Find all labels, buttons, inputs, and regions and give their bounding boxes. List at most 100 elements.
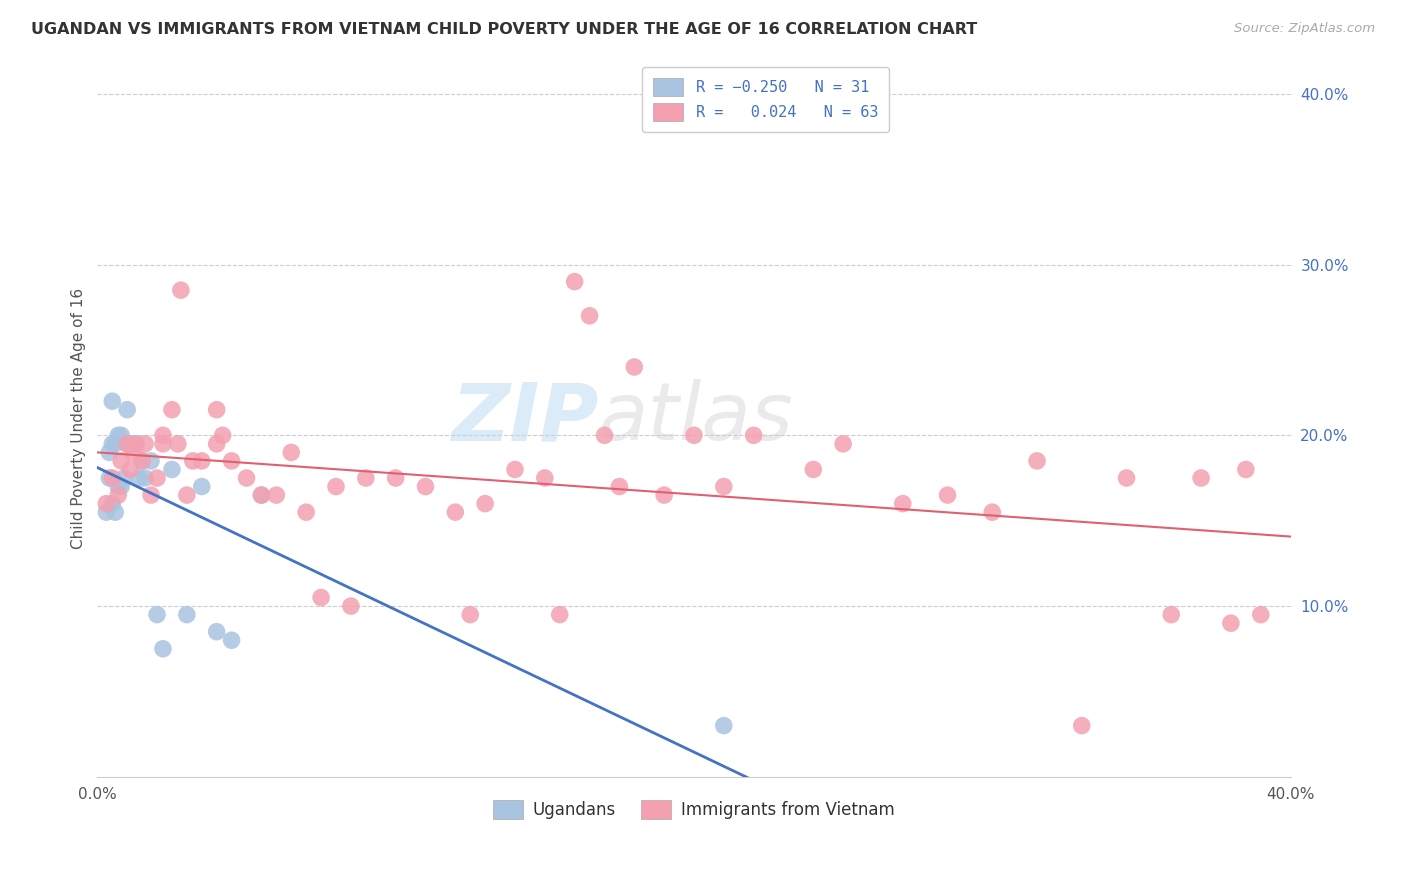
Point bbox=[801, 462, 824, 476]
Point bbox=[152, 437, 174, 451]
Point bbox=[152, 641, 174, 656]
Point bbox=[235, 471, 257, 485]
Point bbox=[122, 437, 145, 451]
Point bbox=[181, 454, 204, 468]
Point bbox=[1070, 718, 1092, 732]
Point bbox=[134, 437, 156, 451]
Point bbox=[98, 471, 121, 485]
Point bbox=[593, 428, 616, 442]
Point bbox=[713, 479, 735, 493]
Point bbox=[309, 591, 332, 605]
Point bbox=[98, 445, 121, 459]
Point bbox=[1234, 462, 1257, 476]
Point bbox=[122, 445, 145, 459]
Point bbox=[205, 402, 228, 417]
Point bbox=[190, 454, 212, 468]
Point bbox=[533, 471, 555, 485]
Point bbox=[458, 607, 481, 622]
Point bbox=[139, 488, 162, 502]
Point bbox=[107, 479, 129, 493]
Point bbox=[176, 607, 198, 622]
Point bbox=[1026, 454, 1049, 468]
Point bbox=[104, 505, 127, 519]
Point bbox=[609, 479, 631, 493]
Point bbox=[170, 283, 193, 297]
Point bbox=[981, 505, 1004, 519]
Point bbox=[120, 437, 142, 451]
Point bbox=[340, 599, 363, 613]
Point bbox=[503, 462, 526, 476]
Text: UGANDAN VS IMMIGRANTS FROM VIETNAM CHILD POVERTY UNDER THE AGE OF 16 CORRELATION: UGANDAN VS IMMIGRANTS FROM VIETNAM CHILD… bbox=[31, 22, 977, 37]
Point bbox=[578, 309, 600, 323]
Point bbox=[936, 488, 959, 502]
Point bbox=[1219, 616, 1241, 631]
Point bbox=[104, 437, 127, 451]
Point bbox=[713, 718, 735, 732]
Point bbox=[101, 497, 124, 511]
Point bbox=[101, 471, 124, 485]
Point bbox=[250, 488, 273, 502]
Point bbox=[205, 624, 228, 639]
Point bbox=[683, 428, 706, 442]
Point bbox=[125, 437, 148, 451]
Point bbox=[115, 437, 138, 451]
Text: atlas: atlas bbox=[599, 379, 793, 458]
Point bbox=[280, 445, 302, 459]
Point bbox=[211, 428, 233, 442]
Point bbox=[96, 505, 118, 519]
Point bbox=[832, 437, 855, 451]
Point bbox=[548, 607, 571, 622]
Point bbox=[112, 471, 135, 485]
Point bbox=[652, 488, 675, 502]
Point bbox=[160, 462, 183, 476]
Point bbox=[325, 479, 347, 493]
Point bbox=[444, 505, 467, 519]
Point bbox=[415, 479, 437, 493]
Point bbox=[115, 437, 138, 451]
Point bbox=[146, 471, 169, 485]
Text: Source: ZipAtlas.com: Source: ZipAtlas.com bbox=[1234, 22, 1375, 36]
Point bbox=[101, 394, 124, 409]
Y-axis label: Child Poverty Under the Age of 16: Child Poverty Under the Age of 16 bbox=[72, 288, 86, 549]
Point bbox=[101, 437, 124, 451]
Point bbox=[120, 462, 142, 476]
Point bbox=[167, 437, 190, 451]
Point bbox=[1189, 471, 1212, 485]
Point bbox=[564, 275, 586, 289]
Point bbox=[354, 471, 377, 485]
Point bbox=[742, 428, 765, 442]
Point bbox=[160, 402, 183, 417]
Point bbox=[107, 428, 129, 442]
Point bbox=[250, 488, 273, 502]
Point bbox=[134, 471, 156, 485]
Point bbox=[295, 505, 318, 519]
Point bbox=[1250, 607, 1272, 622]
Point bbox=[139, 454, 162, 468]
Point bbox=[1115, 471, 1137, 485]
Point bbox=[221, 454, 243, 468]
Point bbox=[623, 359, 645, 374]
Text: ZIP: ZIP bbox=[451, 379, 599, 458]
Point bbox=[115, 402, 138, 417]
Point bbox=[384, 471, 406, 485]
Point bbox=[131, 454, 153, 468]
Legend: Ugandans, Immigrants from Vietnam: Ugandans, Immigrants from Vietnam bbox=[486, 793, 901, 826]
Point bbox=[131, 454, 153, 468]
Point bbox=[152, 428, 174, 442]
Point bbox=[1160, 607, 1182, 622]
Point bbox=[266, 488, 288, 502]
Point bbox=[891, 497, 914, 511]
Point bbox=[110, 454, 132, 468]
Point bbox=[190, 479, 212, 493]
Point bbox=[128, 471, 150, 485]
Point bbox=[125, 437, 148, 451]
Point bbox=[107, 488, 129, 502]
Point bbox=[110, 428, 132, 442]
Point bbox=[146, 607, 169, 622]
Point bbox=[110, 479, 132, 493]
Point bbox=[205, 437, 228, 451]
Point bbox=[176, 488, 198, 502]
Point bbox=[474, 497, 496, 511]
Point bbox=[96, 497, 118, 511]
Point bbox=[221, 633, 243, 648]
